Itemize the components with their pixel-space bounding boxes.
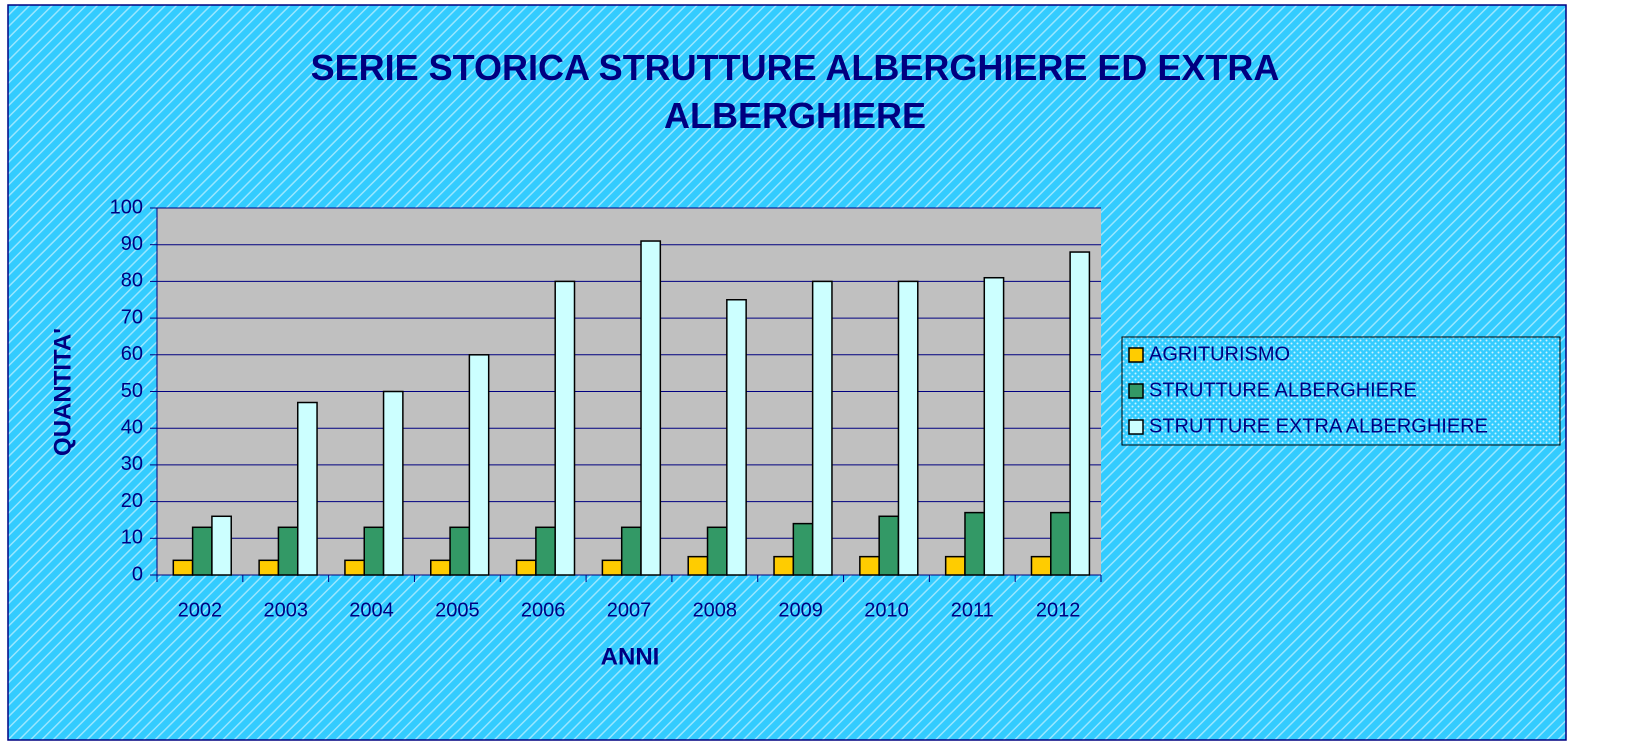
bar	[859, 555, 880, 576]
bar	[773, 555, 795, 576]
bar	[811, 280, 833, 576]
bar	[687, 555, 709, 576]
legend-label: STRUTTURE EXTRA ALBERGHIERE	[1149, 415, 1488, 437]
bar	[726, 299, 747, 576]
x-axis-label: ANNI	[601, 643, 660, 670]
y-tick-label: 30	[121, 453, 143, 475]
bar	[382, 390, 404, 576]
bar	[706, 526, 728, 576]
x-tick-label: 2003	[263, 599, 308, 621]
bar	[554, 280, 576, 576]
x-tick-label: 2005	[435, 599, 480, 621]
bar	[983, 276, 1005, 576]
bar	[344, 559, 366, 576]
bar	[897, 280, 919, 576]
x-tick-label: 2002	[178, 599, 223, 621]
bar	[964, 511, 986, 576]
x-tick-label: 2004	[349, 599, 394, 621]
y-tick-label: 80	[121, 270, 143, 292]
bar	[944, 555, 966, 576]
bar	[363, 526, 385, 576]
bar	[878, 515, 900, 576]
y-tick-label: 90	[121, 233, 143, 255]
y-tick-label: 20	[121, 490, 143, 512]
legend-label: STRUTTURE ALBERGHIERE	[1149, 379, 1417, 401]
legend-swatch	[1128, 419, 1144, 435]
x-tick-label: 2012	[1036, 599, 1081, 621]
x-tick-label: 2006	[521, 599, 566, 621]
bar	[191, 526, 213, 576]
y-tick-label: 70	[121, 306, 143, 328]
bar	[792, 522, 814, 576]
y-tick-label: 100	[110, 196, 143, 218]
bar	[1069, 251, 1091, 576]
bar	[601, 559, 623, 576]
chart-title: SERIE STORICA STRUTTURE ALBERGHIERE ED E…	[310, 47, 1280, 136]
legend	[1121, 336, 1561, 446]
bar	[449, 526, 471, 576]
bar	[468, 354, 490, 576]
bar	[535, 526, 556, 576]
bar	[1050, 511, 1071, 576]
x-tick-label: 2009	[778, 599, 823, 621]
bar	[620, 526, 642, 576]
bar	[277, 526, 299, 576]
x-tick-label: 2010	[864, 599, 909, 621]
bar	[640, 240, 662, 576]
x-tick-label: 2011	[951, 599, 994, 621]
y-axis-label: QUANTITA'	[49, 328, 76, 456]
bar	[211, 515, 232, 576]
legend-swatch	[1128, 383, 1144, 399]
legend-swatch	[1128, 347, 1144, 363]
bar	[172, 559, 194, 576]
bar	[258, 559, 280, 576]
y-tick-label: 60	[121, 343, 143, 365]
y-tick-label: 10	[121, 527, 143, 549]
bar	[1030, 555, 1052, 576]
y-tick-label: 50	[121, 380, 143, 402]
y-tick-label: 0	[132, 563, 143, 585]
y-tick-label: 40	[121, 416, 143, 438]
x-tick-label: 2008	[693, 599, 738, 621]
bar	[515, 559, 537, 576]
legend-label: AGRITURISMO	[1149, 343, 1290, 365]
bar	[296, 401, 318, 576]
bar	[430, 559, 451, 576]
x-tick-label: 2007	[607, 599, 652, 621]
